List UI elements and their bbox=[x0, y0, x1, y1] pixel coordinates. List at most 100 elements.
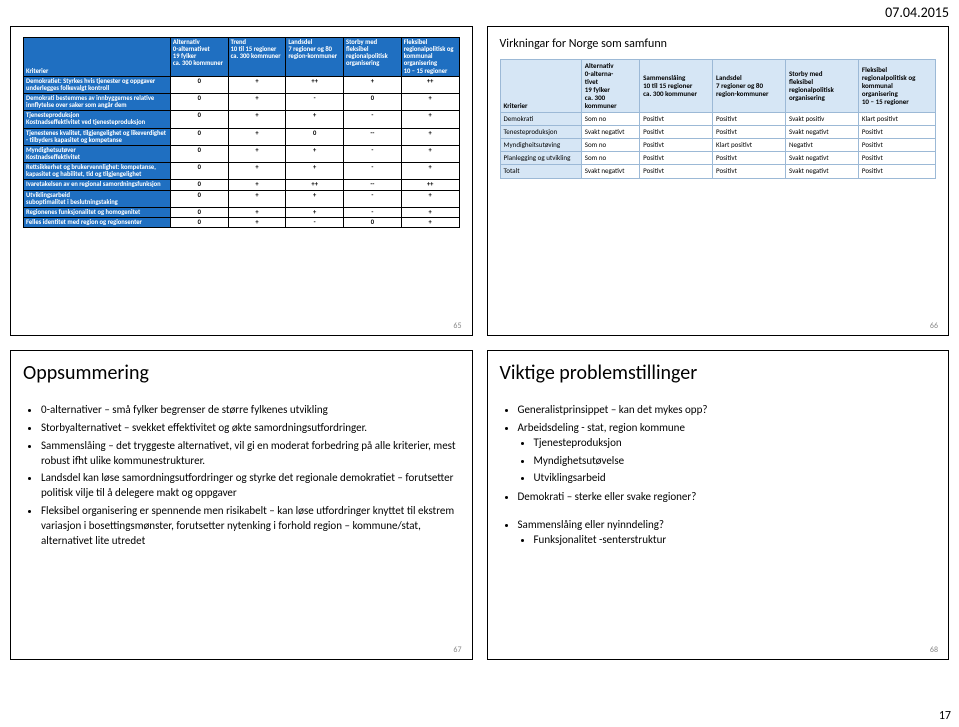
cell-value: + bbox=[228, 207, 286, 217]
row-label: Felles identitet med region og regionsen… bbox=[24, 217, 171, 227]
cell-value: Positivt bbox=[713, 113, 786, 126]
table-row: TotaltSvakt negativtPositivtPositivtSvak… bbox=[500, 165, 936, 178]
cell-value: Svakt positiv bbox=[785, 113, 858, 126]
t1-col4-l3: organisering bbox=[346, 59, 379, 67]
cell-value: Positivt bbox=[640, 113, 713, 126]
cell-value: + bbox=[228, 163, 286, 180]
cell-value: + bbox=[401, 190, 459, 207]
cell-value: 0 bbox=[170, 190, 228, 207]
cell-value: Positivt bbox=[640, 165, 713, 178]
cell-value: + bbox=[344, 76, 402, 93]
row-label: Regionenes funksjonalitet og homogenitet bbox=[24, 207, 171, 217]
table-row: Tjenestenes kvalitet, tilgjengelighet og… bbox=[24, 128, 460, 145]
cell-value: Som no bbox=[581, 113, 639, 126]
table-row: Regionenes funksjonalitet og homogenitet… bbox=[24, 207, 460, 217]
t2-col4: Storby med fleksibel regionalpolitisk or… bbox=[789, 70, 855, 102]
row-label: Tjenestenes kvalitet, tilgjengelighet og… bbox=[24, 128, 171, 145]
cell-value: + bbox=[286, 207, 344, 217]
cell-value: Positivt bbox=[640, 126, 713, 139]
cell-value: Svakt negativt bbox=[785, 126, 858, 139]
slide-number: 67 bbox=[453, 645, 461, 655]
t1-col3-l3: region-kommuner bbox=[288, 52, 337, 60]
cell-value: + bbox=[401, 145, 459, 162]
cell-value: - bbox=[344, 190, 402, 207]
table-row: Rettsikkerhet og brukervennlighet: kompe… bbox=[24, 163, 460, 180]
row-label: Utviklingsarbeid suboptimalitet i beslut… bbox=[24, 190, 171, 207]
table-row: Ivaretakelsen av en regional samordnings… bbox=[24, 180, 460, 190]
criteria-table: Kriterier Alternativ 0-alternativet 19 f… bbox=[23, 37, 460, 228]
cell-value: Svakt negativt bbox=[581, 165, 639, 178]
row-label: Demokratiet: Styrkes hvis tjenester og o… bbox=[24, 76, 171, 93]
page-date: 07.04.2015 bbox=[885, 4, 949, 21]
cell-value: + bbox=[228, 217, 286, 227]
cell-value: Positivt bbox=[858, 152, 935, 165]
slide-2: Virkningar for Norge som samfunn Kriteri… bbox=[487, 26, 950, 336]
t1-col-kriterier: Kriterier bbox=[26, 67, 48, 75]
list-item: Landsdel kan løse samordningsutfordringe… bbox=[41, 471, 460, 501]
slide-4: Viktige problemstillinger Generalistprin… bbox=[487, 350, 950, 660]
cell-value: - bbox=[286, 93, 344, 110]
cell-value: ++ bbox=[401, 180, 459, 190]
table-row: TenesteproduksjonSvakt negativtPositivtP… bbox=[500, 126, 936, 139]
table-row: Utviklingsarbeid suboptimalitet i beslut… bbox=[24, 190, 460, 207]
cell-value: 0 bbox=[286, 128, 344, 145]
cell-value: Klart positivt bbox=[713, 139, 786, 152]
slide-number: 65 bbox=[453, 321, 461, 331]
cell-value: + bbox=[401, 93, 459, 110]
t1-col1-l4: ca. 300 kommuner bbox=[173, 59, 223, 67]
cell-value: + bbox=[228, 180, 286, 190]
row-label: Ivaretakelsen av en regional samordnings… bbox=[24, 180, 171, 190]
cell-value: 0 bbox=[170, 76, 228, 93]
cell-value: Svakt negativt bbox=[785, 152, 858, 165]
list-item: 0-alternativer – små fylker begrenser de… bbox=[41, 403, 460, 418]
cell-value: 0 bbox=[170, 180, 228, 190]
cell-value: + bbox=[401, 128, 459, 145]
t2-col2: Sammenslåing 10 til 15 regioner ca. 300 … bbox=[643, 74, 709, 98]
cell-value: + bbox=[401, 163, 459, 180]
slide-number: 66 bbox=[930, 321, 938, 331]
cell-value: - bbox=[344, 163, 402, 180]
t1-col5-l4: 10 – 15 regioner bbox=[404, 67, 448, 75]
list-item: Demokrati – sterke eller svake regioner? bbox=[518, 490, 937, 505]
slide-1: Kriterier Alternativ 0-alternativet 19 f… bbox=[10, 26, 473, 336]
table-row: Planlegging og utviklingSom noPositivtPo… bbox=[500, 152, 936, 165]
slide3-title: Oppsummering bbox=[23, 361, 460, 385]
slide3-bullets: 0-alternativer – små fylker begrenser de… bbox=[23, 403, 460, 549]
row-label: Totalt bbox=[500, 165, 581, 178]
cell-value: -- bbox=[344, 180, 402, 190]
list-item: Storbyalternativet – svekket effektivite… bbox=[41, 421, 460, 436]
cell-value: - bbox=[286, 217, 344, 227]
cell-value: + bbox=[228, 190, 286, 207]
t2-col3: Landsdel 7 regioner og 80 region-kommune… bbox=[716, 74, 782, 98]
cell-value: 0 bbox=[170, 163, 228, 180]
cell-value: Positivt bbox=[858, 126, 935, 139]
cell-value: + bbox=[286, 190, 344, 207]
cell-value: + bbox=[286, 111, 344, 128]
cell-value: 0 bbox=[170, 217, 228, 227]
row-label: Demokrati bbox=[500, 113, 581, 126]
cell-value: + bbox=[228, 93, 286, 110]
row-label: Tenesteproduksjon bbox=[500, 126, 581, 139]
table-row: MyndigheitsutøvingSom noPositivtKlart po… bbox=[500, 139, 936, 152]
cell-value: ++ bbox=[401, 76, 459, 93]
slide4-title: Viktige problemstillinger bbox=[500, 361, 937, 385]
row-label: Myndighetsutøver Kostnadseffektivitet bbox=[24, 145, 171, 162]
cell-value: 0 bbox=[170, 207, 228, 217]
list-item: Utviklingsarbeid bbox=[534, 471, 937, 486]
page-number: 17 bbox=[939, 709, 951, 723]
cell-value: Positivt bbox=[713, 152, 786, 165]
cell-value: + bbox=[401, 207, 459, 217]
cell-value: Positivt bbox=[858, 139, 935, 152]
cell-value: Svakt negativt bbox=[785, 165, 858, 178]
cell-value: + bbox=[228, 128, 286, 145]
cell-value: 0 bbox=[344, 93, 402, 110]
t1-col4-l1: Storby med fleksibel bbox=[346, 38, 377, 53]
cell-value: 0 bbox=[170, 111, 228, 128]
cell-value: + bbox=[286, 163, 344, 180]
t2-col-kriterier: Kriterier bbox=[504, 101, 528, 110]
table-row: Tjenesteproduksjon Kostnadseffektivitet … bbox=[24, 111, 460, 128]
t1-col5-l3: kommunal organisering bbox=[404, 52, 437, 67]
list-item: Sammenslåing eller nyinndeling?Funksjona… bbox=[518, 518, 937, 548]
t2-col1: 0-alterna- tivet 19 fylker ca. 300 kommu… bbox=[585, 70, 636, 110]
list-item: Fleksibel organisering er spennende men … bbox=[41, 504, 460, 549]
